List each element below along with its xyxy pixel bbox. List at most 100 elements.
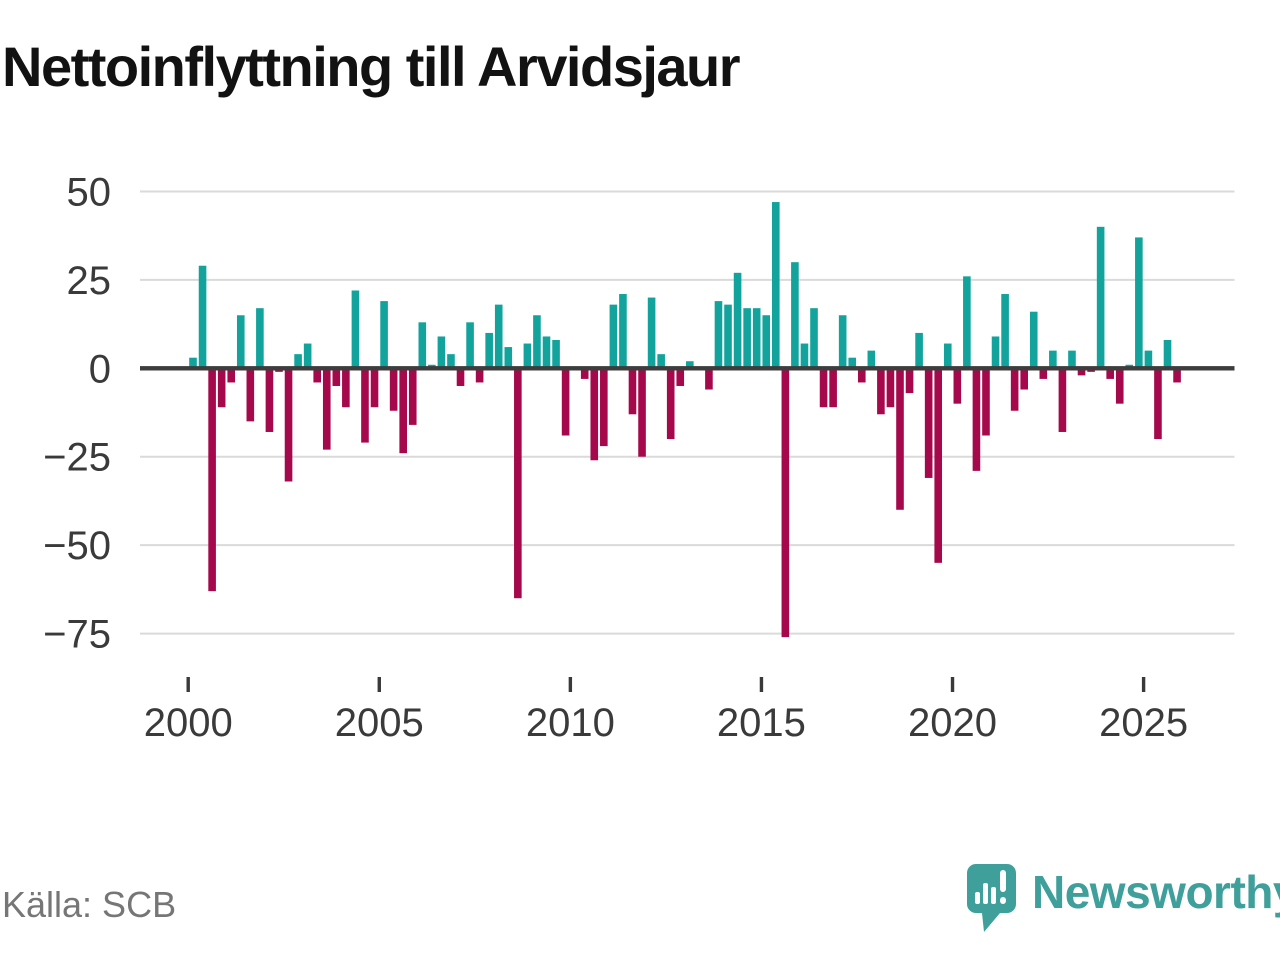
bar-2023-q2 xyxy=(1077,368,1086,376)
bar-2023-q4 xyxy=(1096,226,1105,369)
source-label: Källa: SCB xyxy=(2,884,177,925)
logo-bar-1 xyxy=(975,892,980,904)
bar-2011-q1 xyxy=(609,304,618,369)
x-tick-2020 xyxy=(950,677,955,692)
x-tick-label: 2000 xyxy=(144,701,233,745)
bars xyxy=(189,202,1181,638)
bar-2020-q3 xyxy=(972,368,981,471)
bar-2014-q1 xyxy=(724,304,732,369)
bar-2009-q2 xyxy=(542,336,551,369)
bar-2005-q3 xyxy=(399,368,407,454)
bar-2014-q4 xyxy=(752,308,761,369)
bar-2021-q3 xyxy=(1010,368,1019,411)
bar-2016-q1 xyxy=(800,343,809,369)
bar-2025-q1 xyxy=(1144,350,1153,369)
bar-2007-q4 xyxy=(485,332,493,369)
y-axis-labels: 50 25 0 −25 −50 −75 xyxy=(43,170,111,656)
bar-2013-q1 xyxy=(686,361,694,369)
y-tick-label: −75 xyxy=(43,613,111,657)
bar-2016-q3 xyxy=(819,368,828,408)
bar-2024-q4 xyxy=(1135,237,1143,369)
bar-2001-q1 xyxy=(227,368,236,383)
bar-2022-q2 xyxy=(1039,368,1048,379)
bar-2020-q1 xyxy=(953,368,962,404)
logo-bar-3 xyxy=(991,887,996,904)
bar-2023-q1 xyxy=(1068,350,1076,369)
bar-2000-q2 xyxy=(198,265,207,369)
x-axis-ticks xyxy=(186,677,1146,692)
bar-2006-q4 xyxy=(447,354,455,369)
y-tick-label: 50 xyxy=(67,170,112,214)
bar-2017-q1 xyxy=(838,315,847,369)
bar-2021-q1 xyxy=(991,336,1000,369)
bar-2018-q1 xyxy=(877,368,885,415)
chart-title: Nettoinflyttning till Arvidsjaur xyxy=(2,35,741,98)
x-tick-label: 2020 xyxy=(908,701,997,745)
zero-line xyxy=(140,366,1235,371)
bar-2010-q4 xyxy=(600,368,608,447)
bar-2007-q3 xyxy=(475,368,484,383)
bar-2012-q4 xyxy=(676,368,685,386)
bar-2021-q4 xyxy=(1020,368,1028,390)
bar-2022-q4 xyxy=(1058,368,1067,432)
logo-exclamation-dot xyxy=(1000,897,1006,904)
bar-2006-q3 xyxy=(437,336,446,369)
bar-2003-q2 xyxy=(313,368,321,383)
bar-2008-q3 xyxy=(514,368,522,599)
bar-2019-q2 xyxy=(924,368,933,478)
x-tick-2000 xyxy=(186,677,190,692)
bar-2003-q4 xyxy=(332,368,341,386)
bar-2025-q3 xyxy=(1163,340,1172,369)
bar-2009-q1 xyxy=(533,315,541,369)
bar-2022-q1 xyxy=(1029,311,1038,369)
bar-2011-q4 xyxy=(638,368,646,457)
bar-2021-q2 xyxy=(1001,294,1009,369)
x-tick-label: 2025 xyxy=(1099,701,1188,745)
bar-2012-q2 xyxy=(657,354,665,369)
bar-2000-q3 xyxy=(208,368,216,592)
gridlines xyxy=(140,190,1235,635)
bar-2025-q4 xyxy=(1173,368,1181,383)
logo-bar-2 xyxy=(983,883,988,904)
bar-2008-q1 xyxy=(494,304,503,369)
bar-2010-q2 xyxy=(580,368,589,379)
bar-2014-q3 xyxy=(743,308,751,369)
bar-2002-q4 xyxy=(294,354,302,369)
x-tick-2005 xyxy=(377,677,381,692)
bar-2015-q1 xyxy=(762,315,771,369)
bar-2024-q2 xyxy=(1115,368,1124,404)
bar-2019-q1 xyxy=(915,332,923,369)
bar-2013-q4 xyxy=(714,301,723,369)
bar-2004-q3 xyxy=(361,368,369,443)
bar-2001-q4 xyxy=(256,308,264,369)
x-tick-2025 xyxy=(1141,677,1146,692)
bar-2012-q1 xyxy=(647,297,656,369)
bar-2011-q3 xyxy=(628,368,637,415)
x-tick-label: 2015 xyxy=(717,701,806,745)
bar-2005-q4 xyxy=(408,368,417,425)
bar-2004-q1 xyxy=(342,368,350,408)
bar-2017-q4 xyxy=(867,350,876,369)
bar-2015-q4 xyxy=(791,262,799,369)
bar-2025-q2 xyxy=(1154,368,1162,440)
bar-2016-q2 xyxy=(810,308,818,369)
x-tick-2010 xyxy=(568,677,573,692)
bar-2010-q3 xyxy=(590,368,599,461)
bar-2011-q2 xyxy=(619,294,627,369)
bar-2018-q3 xyxy=(896,368,904,510)
bar-2000-q4 xyxy=(217,368,226,408)
bar-2007-q1 xyxy=(456,368,465,386)
bar-2009-q3 xyxy=(552,340,560,369)
bar-2005-q1 xyxy=(380,301,388,369)
bar-2018-q2 xyxy=(886,368,895,408)
bar-2019-q3 xyxy=(934,368,943,563)
bar-2004-q4 xyxy=(370,368,379,408)
bar-2006-q1 xyxy=(418,322,427,369)
x-tick-2015 xyxy=(759,677,764,692)
bar-2002-q1 xyxy=(265,368,274,432)
y-tick-label: 25 xyxy=(67,259,112,303)
bar-2008-q2 xyxy=(504,347,513,369)
bar-2005-q2 xyxy=(389,368,398,411)
x-tick-label: 2005 xyxy=(335,701,424,745)
bar-2015-q2 xyxy=(771,202,780,369)
